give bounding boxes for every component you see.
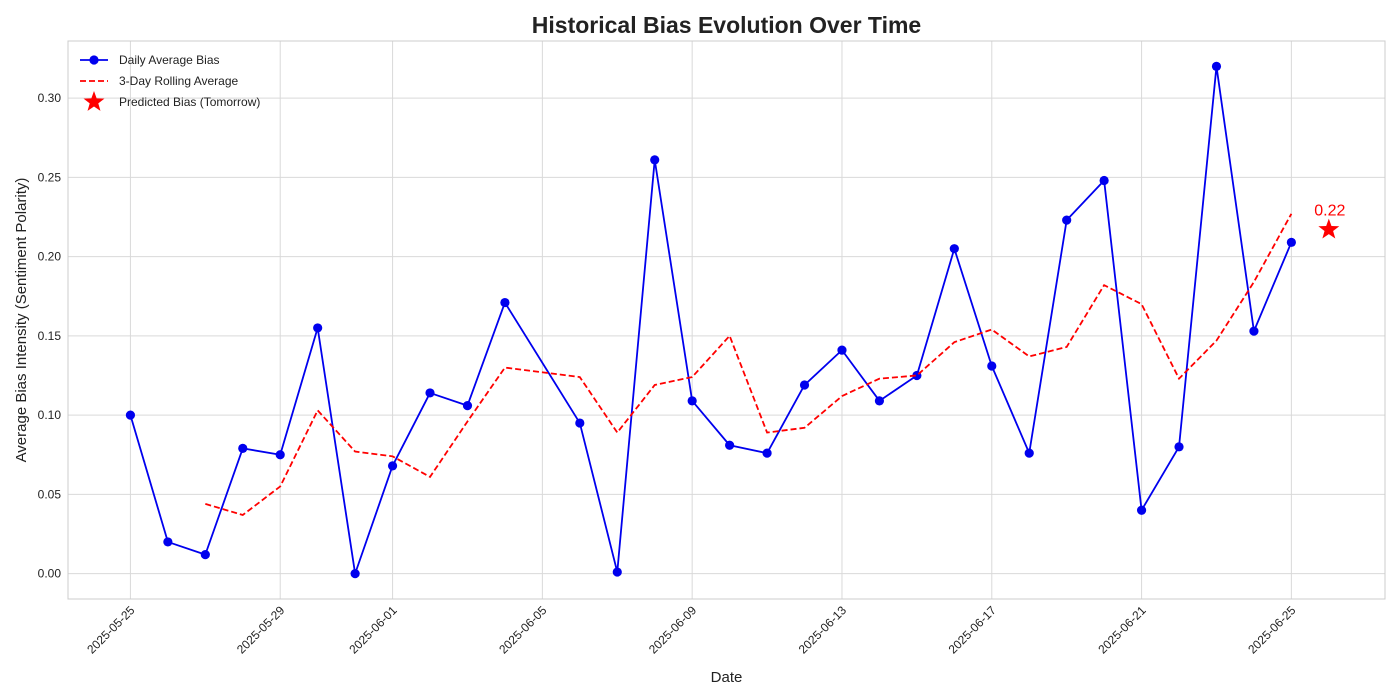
y-tick-label: 0.10 bbox=[38, 408, 62, 422]
data-point bbox=[650, 155, 660, 165]
data-point bbox=[1024, 448, 1034, 458]
legend-entry: 3-Day Rolling Average bbox=[119, 74, 239, 88]
x-tick-label: 2025-06-21 bbox=[1095, 603, 1149, 657]
plot-frame bbox=[67, 40, 1386, 600]
data-point bbox=[612, 567, 622, 577]
data-point bbox=[799, 380, 810, 390]
data-point bbox=[987, 361, 997, 371]
data-point bbox=[1062, 215, 1072, 225]
legend-marker-predicted bbox=[83, 91, 105, 111]
plot-area bbox=[68, 41, 1385, 599]
data-point bbox=[874, 396, 885, 406]
x-tick-label: 2025-06-05 bbox=[496, 603, 550, 657]
data-point bbox=[725, 440, 735, 450]
data-point bbox=[313, 323, 323, 333]
chart-title: Historical Bias Evolution Over Time bbox=[532, 12, 921, 38]
x-tick-label: 2025-06-25 bbox=[1245, 603, 1299, 657]
legend-entry: Predicted Bias (Tomorrow) bbox=[119, 95, 260, 109]
data-point bbox=[837, 345, 847, 355]
data-point bbox=[500, 297, 510, 308]
data-point bbox=[163, 537, 173, 547]
predicted-star-marker bbox=[1318, 218, 1340, 239]
y-axis-label: Average Bias Intensity (Sentiment Polari… bbox=[13, 178, 30, 463]
prediction-annotation: 0.22 bbox=[1314, 203, 1345, 220]
legend-marker-daily bbox=[89, 55, 99, 65]
y-tick-label: 0.30 bbox=[38, 91, 62, 105]
data-point bbox=[1136, 505, 1147, 515]
data-point bbox=[1249, 326, 1259, 336]
y-tick-label: 0.25 bbox=[38, 170, 62, 184]
data-point bbox=[1211, 61, 1222, 71]
data-point bbox=[575, 418, 585, 428]
data-point bbox=[949, 244, 959, 254]
x-tick-label: 2025-06-17 bbox=[946, 603, 1000, 657]
data-point bbox=[350, 569, 360, 579]
data-point bbox=[425, 388, 435, 398]
x-axis-label: Date bbox=[711, 669, 743, 686]
data-point bbox=[762, 448, 772, 458]
data-point bbox=[1286, 237, 1296, 247]
y-tick-label: 0.15 bbox=[38, 329, 62, 343]
x-tick-label: 2025-06-13 bbox=[796, 603, 850, 657]
data-point bbox=[125, 410, 136, 420]
y-tick-label: 0.20 bbox=[38, 250, 62, 264]
x-tick-label: 2025-05-29 bbox=[234, 603, 288, 657]
y-tick-label: 0.00 bbox=[38, 567, 62, 581]
data-point bbox=[462, 401, 473, 411]
x-tick-label: 2025-06-09 bbox=[646, 603, 700, 657]
y-tick-label: 0.05 bbox=[38, 487, 62, 501]
data-point bbox=[687, 396, 697, 406]
legend-entry: Daily Average Bias bbox=[119, 53, 220, 67]
data-point bbox=[275, 450, 285, 460]
data-point bbox=[200, 550, 210, 560]
x-tick-label: 2025-05-25 bbox=[84, 603, 138, 657]
x-tick-label: 2025-06-01 bbox=[346, 603, 400, 657]
data-point bbox=[238, 443, 248, 454]
series-line-rolling-average bbox=[205, 213, 1293, 516]
data-point bbox=[1174, 442, 1184, 452]
data-point bbox=[387, 461, 398, 471]
data-point bbox=[1099, 175, 1109, 186]
